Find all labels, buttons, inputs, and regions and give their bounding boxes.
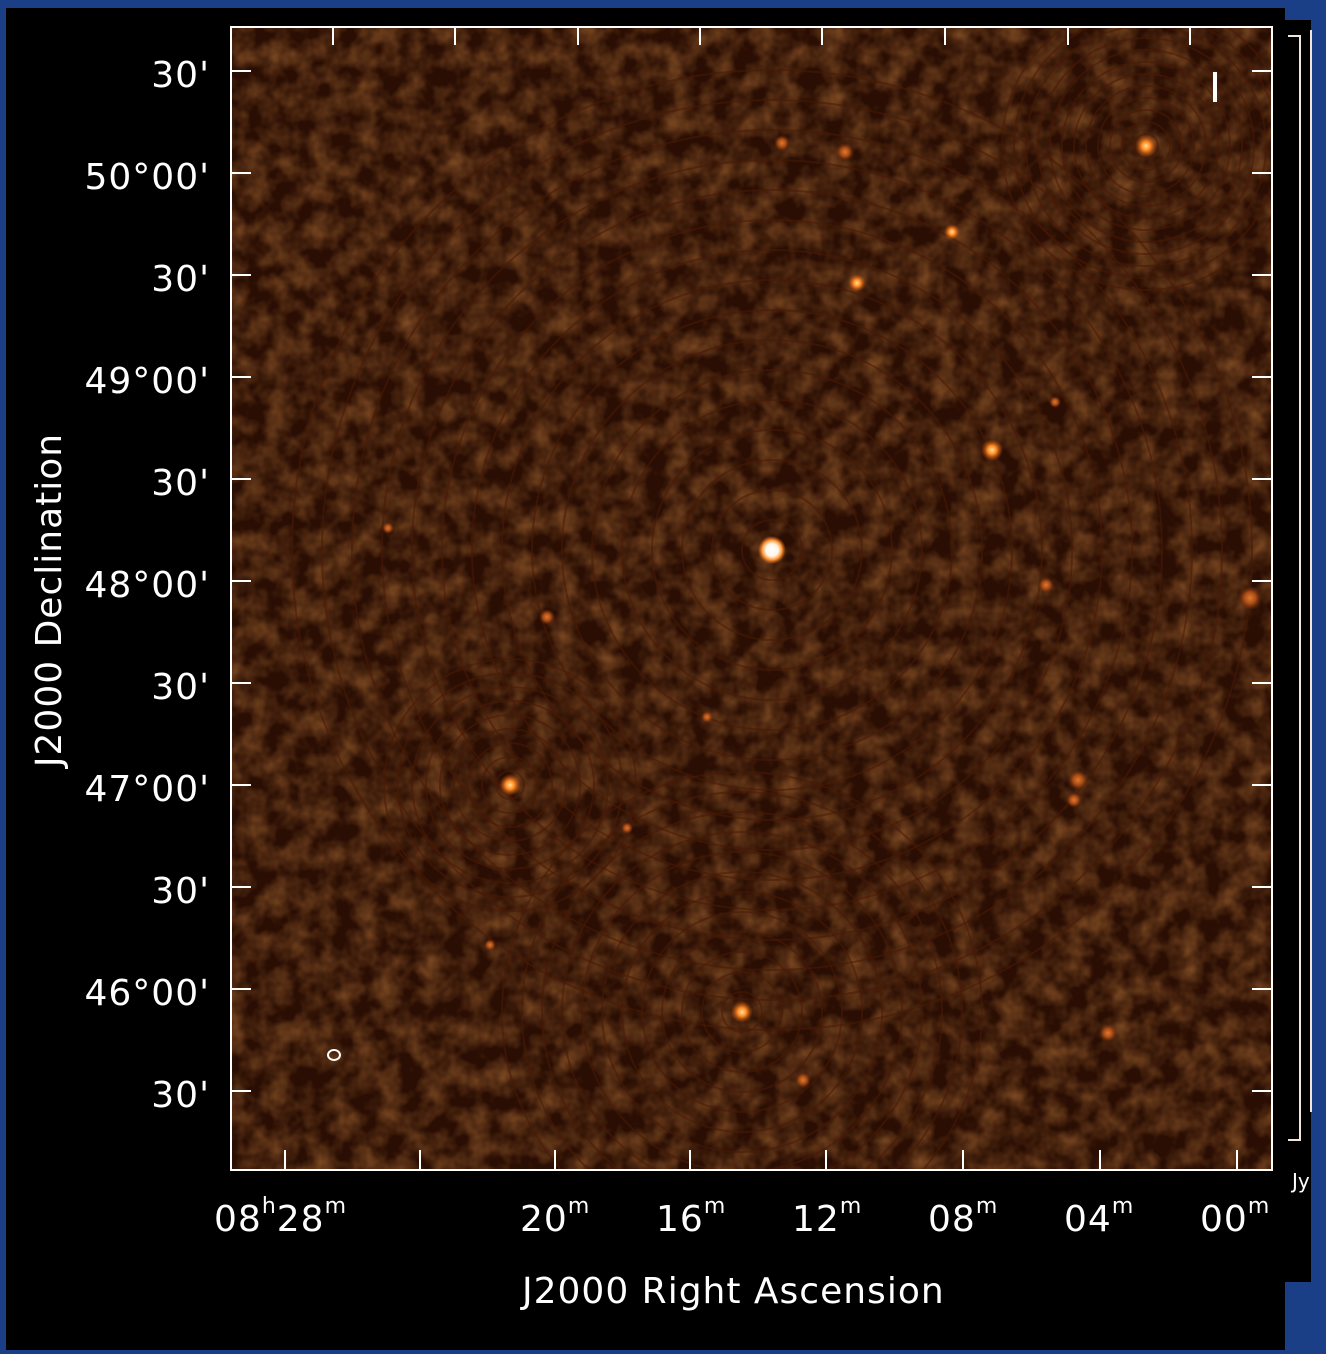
colorbar-strip [1285, 20, 1311, 1282]
x-tick-label: 20m [520, 1194, 591, 1240]
radio-sources [382, 135, 1262, 1088]
x-tick-label: 08m [928, 1194, 999, 1240]
radio-source [499, 774, 521, 796]
sidelobe-ring [471, 249, 1073, 851]
sidelobe-ring [1013, 27, 1272, 279]
y-tick-label: 30' [151, 259, 210, 300]
sidelobe-ring [425, 700, 595, 870]
sidelobe-ring [621, 399, 923, 701]
radio-source [795, 1072, 811, 1088]
sidelobe-ring [321, 99, 1223, 1001]
sidelobe-ring [1073, 73, 1219, 219]
sidelobe-ring [397, 672, 623, 898]
y-tick-label: 48°00' [84, 565, 210, 606]
sidelobe-ring [495, 770, 525, 800]
colorbar-edge-mark: Jy [1290, 1169, 1310, 1193]
sidelobe-ring [1109, 109, 1183, 183]
sidelobe-ring [651, 429, 893, 671]
y-tick-label: 30' [151, 1075, 210, 1116]
y-axis-title: J2000 Declination [29, 432, 70, 768]
radio-source [1238, 586, 1262, 610]
x-tick-label: 08h28m [214, 1194, 348, 1240]
x-tick-label: 00m [1200, 1194, 1271, 1240]
sidelobe-ring [1001, 27, 1272, 291]
radio-source [1135, 135, 1157, 157]
sidelobe-ring [1121, 121, 1171, 171]
sidelobe-ring [681, 459, 863, 641]
radio-source [944, 224, 960, 240]
y-tick-label: 30' [151, 55, 210, 96]
radio-source [1038, 577, 1054, 593]
sidelobe-ring [711, 489, 833, 611]
axis-ticks [231, 27, 1272, 1170]
x-tick-label: 16m [656, 1194, 727, 1240]
sidelobe-ring [1025, 27, 1267, 267]
radio-source [1066, 792, 1082, 808]
sidelobe-ring [441, 219, 1103, 881]
sidelobe-ring [501, 279, 1043, 821]
radio-source [1068, 770, 1088, 790]
sidelobe-ring [561, 831, 923, 1170]
radio-source [1049, 396, 1061, 408]
sidelobe-ring [439, 714, 581, 856]
sidelobe-ring [681, 951, 803, 1073]
sidelobe-ring [501, 771, 983, 1170]
sidelobe-ring [531, 309, 1013, 791]
x-tick-label: 12m [792, 1194, 863, 1240]
radio-source [484, 939, 496, 951]
sidelobe-ring [521, 791, 963, 1170]
radio-source [1099, 1024, 1117, 1042]
y-tick-label: 30' [151, 871, 210, 912]
y-tick-label: 50°00' [84, 157, 210, 198]
sidelobe-ring [741, 519, 803, 581]
sidelobe-ring [411, 189, 1133, 911]
radio-source [758, 536, 786, 564]
radio-source [731, 1001, 753, 1023]
sidelobe-ring [561, 339, 983, 761]
radio-source [981, 439, 1003, 461]
radio-source [382, 522, 394, 534]
sidelobe-ring [1085, 85, 1207, 207]
y-tick-label: 46°00' [84, 973, 210, 1014]
sidelobe-ring [661, 931, 823, 1093]
sidelobe-ring [351, 129, 1193, 971]
sidelobe-ring [291, 69, 1253, 1031]
sidelobe-ring [721, 991, 763, 1033]
beam-ellipse-icon [327, 1049, 341, 1061]
radio-source [701, 711, 713, 723]
sidelobe-ring [467, 742, 553, 828]
radio-source [848, 274, 866, 292]
y-tick-label: 49°00' [84, 361, 210, 402]
radio-source [836, 143, 854, 161]
sidelobe-ring [591, 369, 953, 731]
colorbar-lines [1288, 30, 1312, 1141]
sidelobe-ring [1049, 49, 1243, 243]
sidelobe-ring [381, 159, 1163, 941]
sidelobe-rings [291, 27, 1272, 1170]
map-image [231, 27, 1272, 1170]
y-tick-label: 47°00' [84, 769, 210, 810]
radio-source [774, 135, 790, 151]
sidelobe-ring [601, 871, 883, 1153]
y-tick-label: 30' [151, 463, 210, 504]
sidelobe-ring [481, 756, 539, 814]
radio-source [621, 822, 633, 834]
x-axis-title: J2000 Right Ascension [522, 1271, 945, 1312]
sidelobe-ring [411, 686, 609, 884]
sidelobe-ring [1037, 37, 1255, 255]
sidelobe-ring [453, 728, 567, 842]
sidelobe-ring [1097, 97, 1195, 195]
sidelobe-ring [621, 891, 863, 1133]
sidelobe-ring [1133, 133, 1159, 159]
axes-frame [230, 26, 1273, 1171]
radio-source [539, 609, 555, 625]
sidelobe-ring [1061, 61, 1231, 231]
sidelobe-ring [701, 971, 783, 1053]
x-tick-label: 04m [1064, 1194, 1135, 1240]
sidelobe-ring [383, 658, 637, 912]
y-tick-label: 30' [151, 667, 210, 708]
sidelobe-ring [541, 811, 943, 1170]
